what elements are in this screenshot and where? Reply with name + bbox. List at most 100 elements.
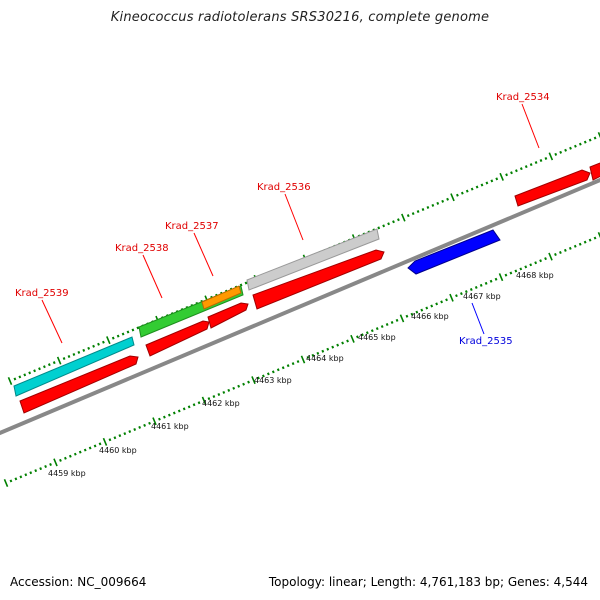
minor-tick: [276, 368, 280, 372]
minor-tick: [232, 386, 236, 390]
minor-tick: [504, 273, 508, 277]
cds-krad-2539[interactable]: [19, 355, 139, 414]
minor-tick: [519, 267, 523, 271]
minor-tick: [578, 142, 582, 146]
minor-tick: [563, 248, 567, 252]
feature-gray[interactable]: [246, 228, 380, 291]
minor-tick: [539, 259, 542, 263]
minor-tick: [395, 318, 399, 322]
major-tick: [597, 231, 600, 239]
major-tick: [102, 437, 108, 446]
minor-tick: [534, 161, 538, 165]
minor-tick: [436, 201, 440, 205]
minor-tick: [509, 271, 513, 275]
minor-tick: [237, 384, 241, 388]
minor-tick: [390, 320, 394, 324]
minor-tick: [593, 136, 597, 140]
major-tick: [251, 376, 256, 385]
minor-tick: [83, 448, 87, 452]
cds-krad-2538[interactable]: [145, 320, 210, 357]
scale-label: 4464 kbp: [306, 354, 344, 363]
minor-tick: [242, 382, 245, 386]
minor-tick: [88, 446, 92, 450]
scale-label: 4466 kbp: [411, 312, 449, 321]
minor-tick: [588, 138, 592, 142]
minor-tick: [306, 355, 310, 359]
minor-tick: [573, 244, 577, 248]
minor-tick: [460, 292, 463, 296]
gene-label-krad-2534[interactable]: Krad_2534: [496, 92, 550, 103]
minor-tick: [29, 471, 33, 475]
minor-tick: [64, 456, 67, 460]
accession-text: Accession: NC_009664: [10, 575, 147, 589]
minor-tick: [544, 156, 548, 160]
minor-tick: [262, 374, 265, 378]
minor-tick: [123, 432, 127, 436]
minor-tick: [416, 210, 420, 214]
minor-tick: [426, 205, 430, 209]
major-tick: [350, 334, 355, 343]
minor-tick: [430, 304, 434, 308]
minor-tick: [421, 208, 425, 211]
minor-tick: [271, 370, 275, 374]
feature-orange[interactable]: [201, 285, 242, 310]
cds-krad-2535[interactable]: [407, 229, 501, 275]
gene-label-krad-2538[interactable]: Krad_2538: [115, 243, 169, 254]
gene-label-krad-2536[interactable]: Krad_2536: [257, 182, 311, 193]
minor-tick: [266, 372, 270, 376]
minor-tick: [515, 169, 518, 173]
major-tick: [3, 478, 9, 488]
gene-label-krad-2535[interactable]: Krad_2535: [459, 336, 513, 347]
minor-tick: [361, 333, 364, 337]
major-tick: [548, 252, 553, 261]
minor-tick: [23, 373, 27, 377]
minor-tick: [281, 366, 285, 370]
minor-tick: [489, 279, 493, 283]
map-title: Kineococcus radiotolerans SRS30216, comp…: [110, 10, 490, 25]
minor-tick: [126, 330, 130, 334]
minor-tick: [167, 413, 171, 417]
gene-label-krad-2539[interactable]: Krad_2539: [15, 288, 69, 299]
gene-label-krad-2537[interactable]: Krad_2537: [165, 221, 219, 232]
minor-tick: [247, 380, 250, 384]
minor-tick: [177, 409, 181, 413]
scale-label: 4460 kbp: [99, 446, 137, 455]
major-tick: [56, 356, 62, 365]
minor-tick: [336, 343, 340, 347]
minor-tick: [415, 310, 419, 314]
cds-krad-2534[interactable]: [514, 161, 600, 207]
minor-tick: [583, 240, 587, 244]
minor-tick: [136, 326, 140, 330]
minor-tick: [405, 314, 409, 318]
minor-tick: [44, 465, 47, 469]
minor-tick: [490, 179, 494, 183]
minor-tick: [484, 281, 488, 285]
minor-tick: [455, 294, 458, 298]
minor-tick: [431, 203, 435, 207]
minor-tick: [98, 442, 102, 446]
minor-tick: [529, 263, 533, 267]
major-tick: [548, 152, 554, 161]
minor-tick: [514, 269, 518, 273]
major-tick: [401, 213, 406, 222]
minor-tick: [593, 236, 597, 240]
minor-tick: [341, 341, 344, 345]
minor-tick: [411, 212, 415, 216]
minor-tick: [480, 183, 484, 187]
minor-tick: [382, 224, 386, 228]
minor-tick: [588, 238, 592, 242]
major-tick: [106, 336, 111, 345]
minor-tick: [425, 306, 429, 310]
feature-cyan[interactable]: [13, 336, 135, 397]
minor-tick: [469, 288, 473, 292]
minor-tick: [43, 365, 46, 369]
minor-tick: [356, 335, 359, 339]
minor-tick: [9, 479, 13, 483]
genome-backbone: [0, 177, 600, 436]
minor-tick: [217, 392, 221, 396]
cds-krad-2537[interactable]: [207, 302, 249, 329]
minor-tick: [128, 430, 132, 434]
cds-krad-2536[interactable]: [252, 249, 385, 310]
minor-tick: [474, 285, 478, 289]
